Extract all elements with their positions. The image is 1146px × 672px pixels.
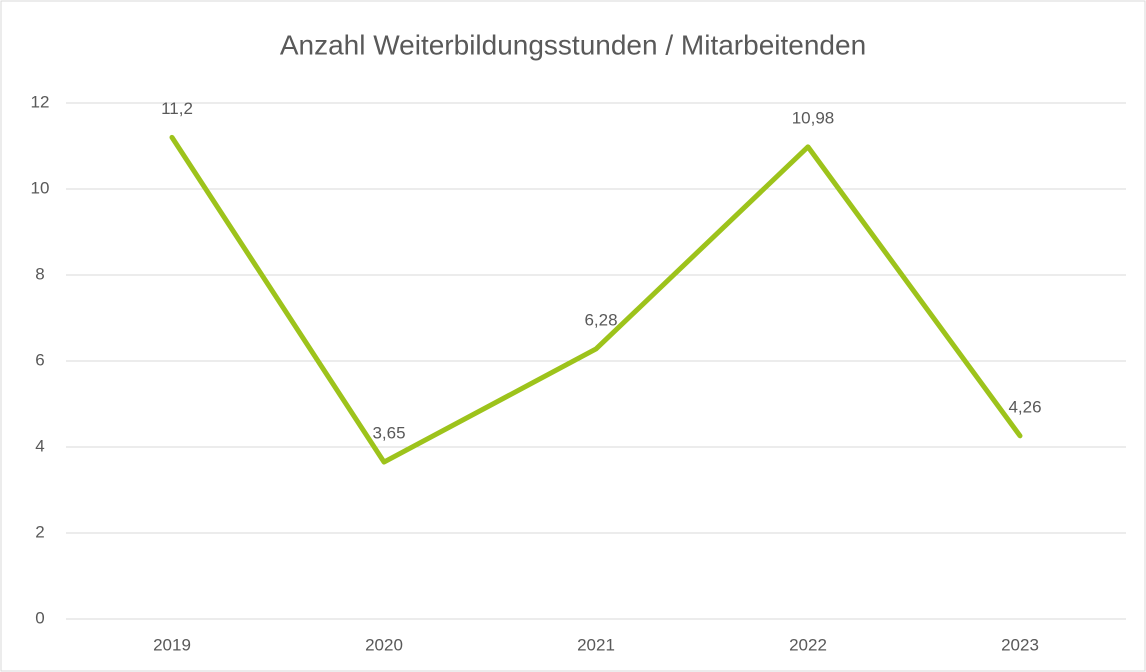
y-tick-label: 12 — [31, 92, 50, 111]
y-tick-label: 6 — [35, 350, 44, 369]
data-label: 10,98 — [792, 108, 835, 127]
x-tick-label: 2022 — [789, 635, 827, 654]
y-tick-label: 10 — [31, 178, 50, 197]
y-tick-label: 4 — [35, 436, 44, 455]
data-label: 3,65 — [372, 424, 405, 443]
x-tick-label: 2021 — [577, 635, 615, 654]
data-label: 6,28 — [584, 310, 617, 329]
y-tick-label: 0 — [35, 608, 44, 627]
x-tick-label: 2020 — [365, 635, 403, 654]
data-line — [169, 134, 1023, 465]
chart-title: Anzahl Weiterbildungsstunden / Mitarbeit… — [280, 29, 866, 60]
data-label: 11,2 — [161, 99, 193, 118]
data-label: 4,26 — [1008, 397, 1041, 416]
x-tick-label: 2023 — [1001, 635, 1039, 654]
x-tick-label: 2019 — [153, 635, 191, 654]
y-tick-label: 8 — [35, 264, 44, 283]
y-tick-label: 2 — [35, 522, 44, 541]
